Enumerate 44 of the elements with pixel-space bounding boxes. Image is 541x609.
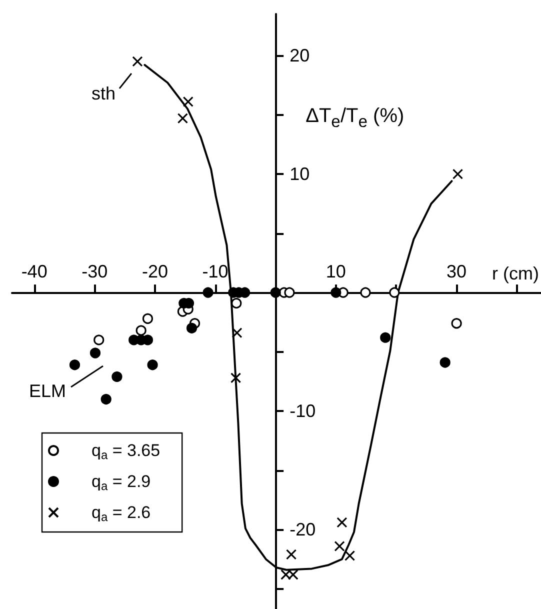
point	[90, 348, 101, 358]
point	[100, 394, 112, 405]
point	[136, 325, 146, 336]
point	[132, 56, 143, 67]
point	[380, 332, 391, 343]
point	[360, 287, 371, 298]
x-tick-label: 30	[446, 262, 467, 282]
point	[344, 550, 356, 561]
x-tick-label: -20	[142, 262, 168, 282]
y-tick-label: -10	[290, 401, 316, 422]
point	[112, 371, 122, 382]
point	[286, 549, 297, 560]
x-tick-label: -40	[21, 262, 48, 282]
point	[231, 298, 242, 308]
x-axis-title: r (cm)	[492, 264, 539, 284]
y-axis-title: ΔT$_{e}$/T$_{e}$ (%)	[306, 104, 404, 133]
point	[69, 360, 80, 370]
point	[336, 517, 348, 528]
point	[389, 287, 400, 298]
point	[451, 318, 462, 329]
point	[334, 540, 345, 552]
point	[232, 328, 242, 338]
point	[230, 372, 242, 384]
y-tick-label: 20	[290, 45, 310, 66]
point	[186, 322, 198, 334]
point	[280, 569, 292, 580]
x-tick-label: -30	[82, 262, 108, 282]
y-tick-label: 10	[290, 164, 310, 184]
point	[330, 287, 342, 298]
x-tick-label: -10	[202, 262, 228, 282]
point	[94, 334, 104, 346]
point	[288, 569, 298, 580]
y-tick-label: -20	[290, 520, 316, 540]
point	[182, 96, 194, 108]
point	[147, 360, 158, 370]
point	[202, 287, 214, 298]
point	[177, 113, 188, 124]
point	[440, 357, 450, 368]
annotation: sth	[91, 83, 116, 104]
x-tick-label: 10	[326, 262, 346, 282]
point	[270, 287, 281, 298]
annotation: ELM	[28, 381, 66, 401]
point	[142, 313, 154, 324]
point	[284, 287, 295, 298]
